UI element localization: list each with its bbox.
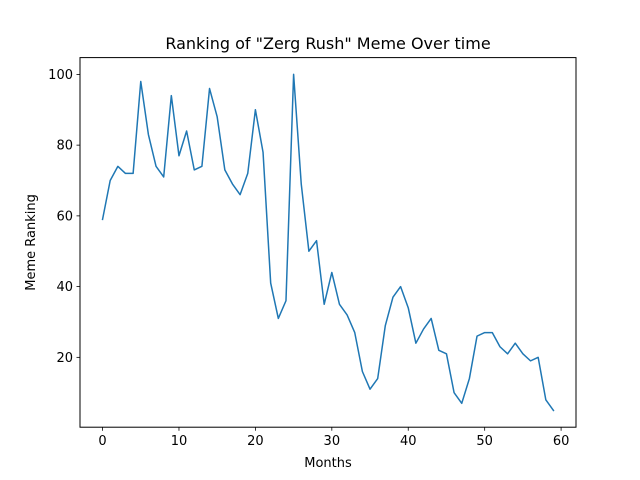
x-axis: 0 10 20 30 40 50 60 (98, 427, 569, 449)
chart-title: Ranking of "Zerg Rush" Meme Over time (165, 34, 490, 53)
x-tick-label: 40 (400, 434, 417, 449)
plot-frame (79, 57, 577, 428)
x-tick-label: 30 (324, 434, 341, 449)
y-tick-label: 60 (56, 209, 73, 224)
y-axis-label: Meme Ranking (24, 194, 39, 291)
x-tick-label: 0 (98, 434, 106, 449)
y-tick-label: 20 (56, 351, 73, 366)
x-tick-label: 10 (171, 434, 188, 449)
y-axis: 20 40 60 80 100 (48, 68, 80, 366)
x-tick-label: 50 (476, 434, 493, 449)
x-tick-label: 20 (247, 434, 264, 449)
y-tick-label: 40 (56, 280, 73, 295)
y-tick-label: 100 (48, 68, 73, 83)
series-line-0 (101, 73, 555, 412)
y-tick-label: 80 (56, 139, 73, 154)
x-tick-label: 60 (553, 434, 570, 449)
x-axis-label: Months (304, 456, 352, 471)
